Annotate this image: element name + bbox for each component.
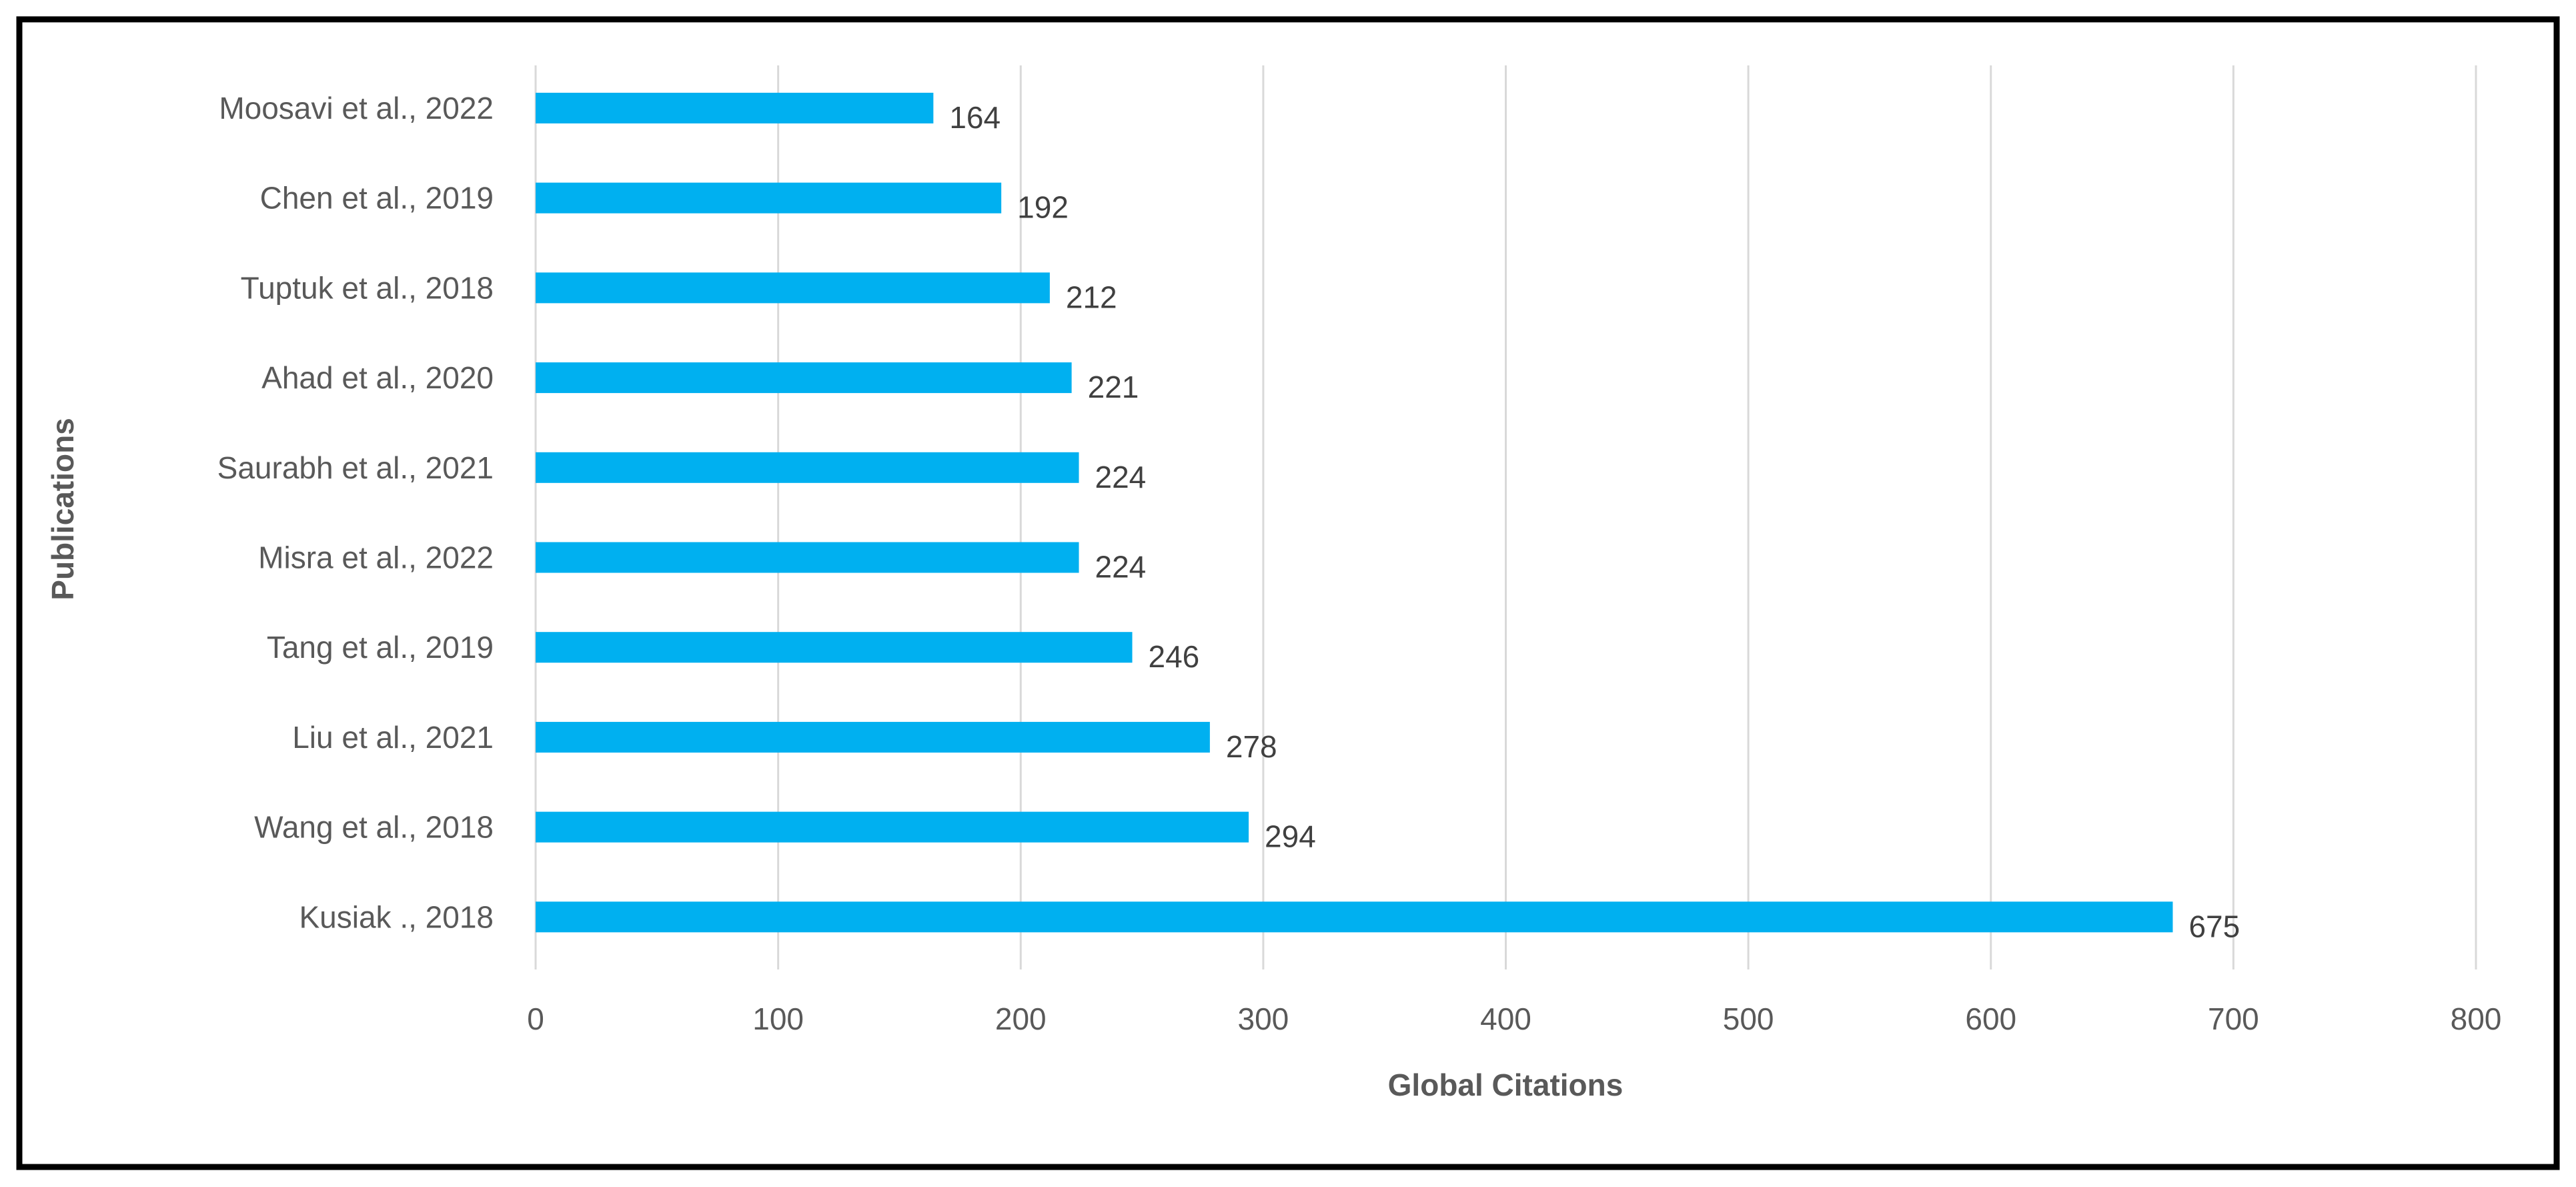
x-tick-label: 800 <box>2451 1002 2502 1036</box>
data-label: 246 <box>1149 639 1200 674</box>
data-label: 164 <box>949 100 1001 135</box>
category-label: Liu et al., 2021 <box>292 720 494 755</box>
bar <box>536 542 1079 573</box>
category-label: Kusiak ., 2018 <box>299 899 494 934</box>
x-tick-label: 300 <box>1238 1002 1289 1036</box>
x-axis-title: Global Citations <box>1388 1068 1624 1102</box>
data-label: 675 <box>2188 909 2240 943</box>
bar <box>536 452 1079 483</box>
category-label: Tang et al., 2019 <box>267 630 494 665</box>
data-label: 278 <box>1226 729 1277 764</box>
data-label: 294 <box>1265 819 1316 854</box>
bar <box>536 901 2173 933</box>
data-label: 224 <box>1095 550 1147 584</box>
data-label: 224 <box>1095 460 1147 494</box>
category-label: Tuptuk et al., 2018 <box>241 270 494 305</box>
chart-border <box>16 16 2560 1170</box>
data-label: 192 <box>1017 190 1069 225</box>
bar <box>536 93 934 123</box>
x-tick-label: 200 <box>995 1002 1047 1036</box>
x-tick-label: 700 <box>2208 1002 2259 1036</box>
category-label: Ahad et al., 2020 <box>261 360 494 395</box>
category-label: Chen et al., 2019 <box>260 181 494 216</box>
bar <box>536 811 1249 843</box>
bar <box>536 272 1050 304</box>
category-label: Moosavi et al., 2022 <box>219 91 494 125</box>
y-axis-title: Publications <box>45 418 80 600</box>
x-tick-label: 600 <box>1965 1002 2016 1036</box>
bar <box>536 721 1210 753</box>
x-tick-label: 100 <box>752 1002 804 1036</box>
x-tick-label: 500 <box>1723 1002 1774 1036</box>
bar <box>536 632 1133 663</box>
category-label: Saurabh et al., 2021 <box>217 450 494 485</box>
category-label: Misra et al., 2022 <box>258 540 494 575</box>
bar <box>536 362 1072 394</box>
category-label: Wang et al., 2018 <box>254 810 494 845</box>
bar <box>536 182 1002 214</box>
data-label: 212 <box>1066 280 1117 314</box>
data-label: 221 <box>1088 370 1139 404</box>
x-tick-label: 400 <box>1480 1002 1531 1036</box>
x-tick-label: 0 <box>527 1002 544 1036</box>
